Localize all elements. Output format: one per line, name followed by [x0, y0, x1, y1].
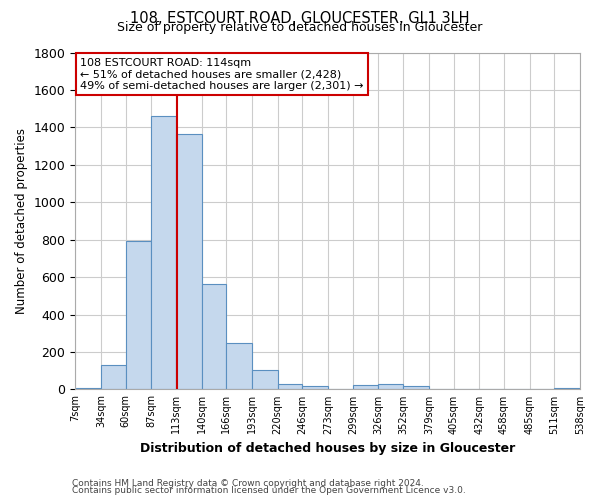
Y-axis label: Number of detached properties: Number of detached properties: [15, 128, 28, 314]
Text: Size of property relative to detached houses in Gloucester: Size of property relative to detached ho…: [118, 22, 482, 35]
Text: Contains HM Land Registry data © Crown copyright and database right 2024.: Contains HM Land Registry data © Crown c…: [72, 478, 424, 488]
Bar: [125, 241, 151, 390]
Bar: [353, 385, 379, 390]
Bar: [101, 365, 125, 390]
Text: 108, ESTCOURT ROAD, GLOUCESTER, GL1 3LH: 108, ESTCOURT ROAD, GLOUCESTER, GL1 3LH: [130, 11, 470, 26]
Bar: [278, 384, 302, 390]
Text: Contains public sector information licensed under the Open Government Licence v3: Contains public sector information licen…: [72, 486, 466, 495]
X-axis label: Distribution of detached houses by size in Gloucester: Distribution of detached houses by size …: [140, 442, 515, 455]
Bar: [226, 344, 252, 390]
Bar: [302, 386, 328, 390]
Bar: [151, 116, 176, 390]
Bar: [403, 386, 429, 390]
Bar: [176, 134, 202, 390]
Bar: [75, 388, 101, 390]
Text: 108 ESTCOURT ROAD: 114sqm
← 51% of detached houses are smaller (2,428)
49% of se: 108 ESTCOURT ROAD: 114sqm ← 51% of detac…: [80, 58, 364, 91]
Bar: [202, 284, 226, 390]
Bar: [554, 388, 580, 390]
Bar: [379, 384, 403, 390]
Bar: [252, 370, 278, 390]
